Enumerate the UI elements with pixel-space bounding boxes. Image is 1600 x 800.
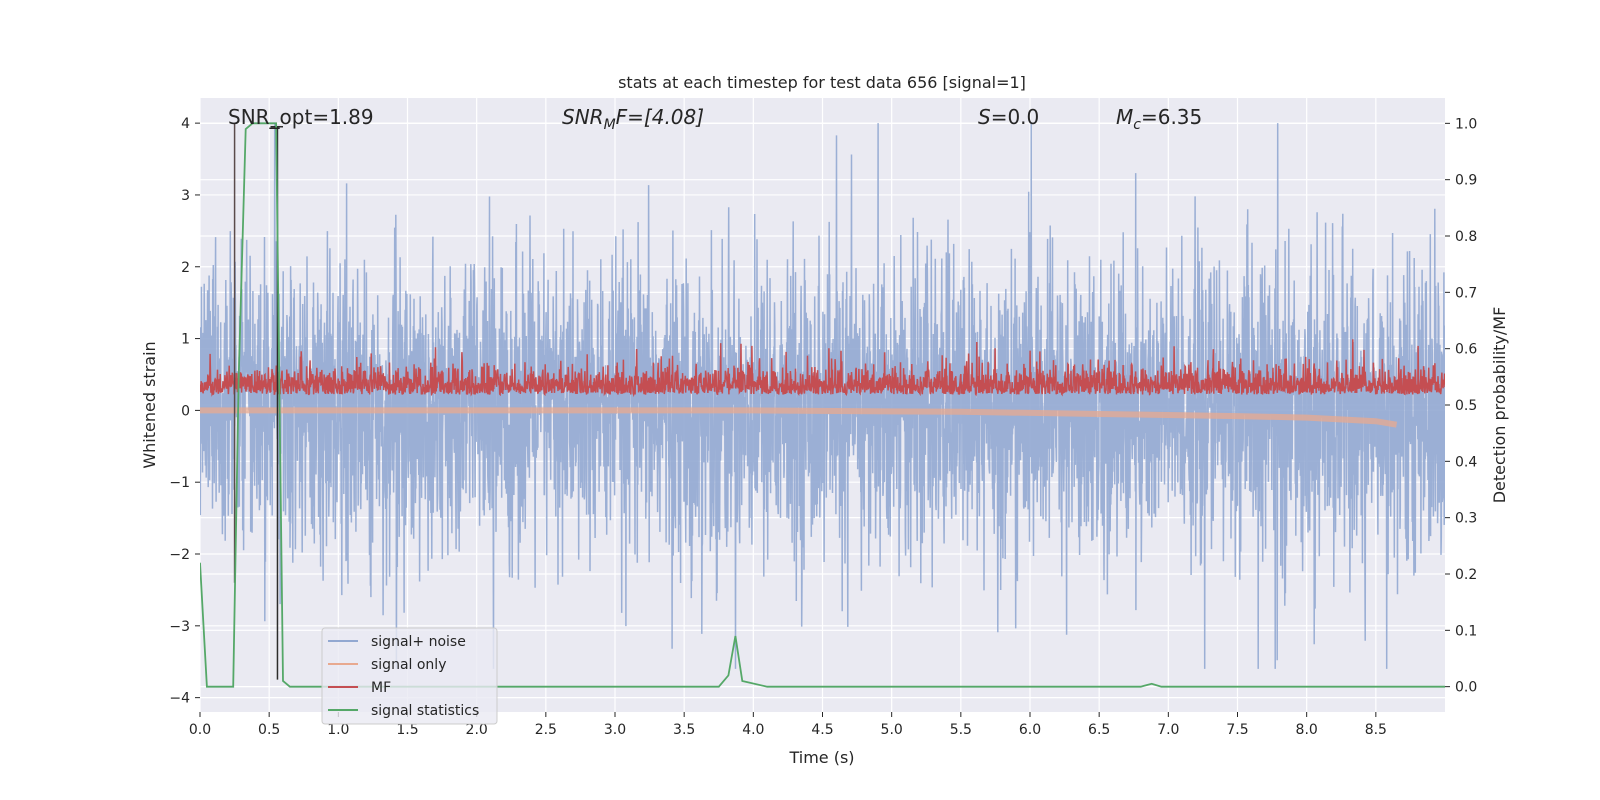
y-right-tick-label: 0.9 <box>1455 173 1477 189</box>
chart-title: stats at each timestep for test data 656… <box>618 73 1026 92</box>
y-left-tick-label: 1 <box>181 332 190 348</box>
y-axis-left-label: Whitened strain <box>140 341 159 468</box>
annotation-snr-opt: SNR_opt=1.89 <box>228 105 374 129</box>
x-axis-ticks: 0.0 0.5 1.0 1.5 2.0 2.5 3.0 3.5 4.0 4.5 5.0 5.5 6.0 6… <box>189 712 1387 738</box>
legend-label-signal-only: signal only <box>371 657 446 673</box>
y-left-tick-label: 2 <box>181 260 190 276</box>
x-axis-label: Time (s) <box>788 748 854 767</box>
x-tick-label: 0.0 <box>189 722 211 738</box>
series-signal-statistics <box>200 122 1445 688</box>
y-right-tick-label: 0.6 <box>1455 342 1477 358</box>
legend-box <box>321 627 498 725</box>
y-axis-right-label: Detection probability/MF <box>1490 307 1509 504</box>
legend: signal+ noise signal only MF signal stat… <box>321 627 498 725</box>
annotation-snr-mf-rest: F=[4.08] <box>616 105 704 129</box>
annotation-mc: Mc=6.35 <box>1116 105 1202 133</box>
y-left-tick-label: −2 <box>169 547 190 563</box>
annotation-s: S=0.0 <box>978 105 1039 129</box>
annotation-s-var: S <box>978 105 991 129</box>
y-left-tick-label: −3 <box>169 619 190 635</box>
x-tick-label: 1.5 <box>396 722 418 738</box>
y-right-tick-label: 0.5 <box>1455 398 1477 414</box>
y-left-tick-label: −1 <box>169 475 190 491</box>
x-tick-label: 0.5 <box>258 722 280 738</box>
y-right-tick-label: 0.8 <box>1455 229 1477 245</box>
annotation-s-rest: =0.0 <box>991 105 1040 129</box>
y-axis-left-ticks: 4 3 2 1 0 −1 −2 −3 −4 <box>169 116 200 707</box>
y-right-tick-label: 0.7 <box>1455 285 1477 301</box>
x-tick-label: 2.5 <box>535 722 557 738</box>
x-tick-label: 6.5 <box>1088 722 1110 738</box>
y-right-tick-label: 0.4 <box>1455 454 1477 470</box>
annotation-mc-rest: =6.35 <box>1141 105 1202 129</box>
legend-label-signal-statistics: signal statistics <box>371 703 479 719</box>
annotation-mc-sub: c <box>1133 117 1141 133</box>
x-tick-label: 4.5 <box>811 722 833 738</box>
series-signal-only <box>200 407 1398 428</box>
x-tick-label: 8.5 <box>1365 722 1387 738</box>
y-left-tick-label: 3 <box>181 188 190 204</box>
annotation-mc-base: M <box>1116 105 1133 129</box>
x-tick-label: 7.5 <box>1226 722 1248 738</box>
x-tick-label: 5.0 <box>881 722 903 738</box>
x-tick-label: 3.5 <box>673 722 695 738</box>
y-right-tick-label: 0.0 <box>1455 680 1477 696</box>
x-tick-label: 6.0 <box>1019 722 1041 738</box>
y-right-tick-label: 1.0 <box>1455 116 1477 132</box>
x-tick-label: 3.0 <box>604 722 626 738</box>
x-tick-label: 8.0 <box>1296 722 1318 738</box>
y-left-tick-label: −4 <box>169 691 190 707</box>
x-tick-label: 4.0 <box>742 722 764 738</box>
x-tick-label: 5.5 <box>950 722 972 738</box>
y-right-tick-label: 0.1 <box>1455 623 1477 639</box>
legend-label-signal-noise: signal+ noise <box>371 634 466 650</box>
annotation-snr-mf-sub: M <box>604 117 616 133</box>
plot-series <box>200 122 1445 688</box>
y-axis-right-ticks: 1.0 0.9 0.8 0.7 0.6 0.5 0.4 0.3 0.2 0.1 0.0 <box>1445 116 1477 696</box>
x-tick-label: 7.0 <box>1157 722 1179 738</box>
y-right-tick-label: 0.2 <box>1455 567 1477 583</box>
y-right-tick-label: 0.3 <box>1455 511 1477 527</box>
y-left-tick-label: 4 <box>181 116 190 132</box>
y-left-tick-label: 0 <box>181 403 190 419</box>
annotation-snr-mf: SNRMF=[4.08] <box>562 105 704 133</box>
x-tick-label: 2.0 <box>466 722 488 738</box>
annotation-snr-mf-base: SNR <box>562 105 604 129</box>
x-tick-label: 1.0 <box>327 722 349 738</box>
series-mf <box>200 339 1445 398</box>
legend-label-mf: MF <box>371 680 391 696</box>
